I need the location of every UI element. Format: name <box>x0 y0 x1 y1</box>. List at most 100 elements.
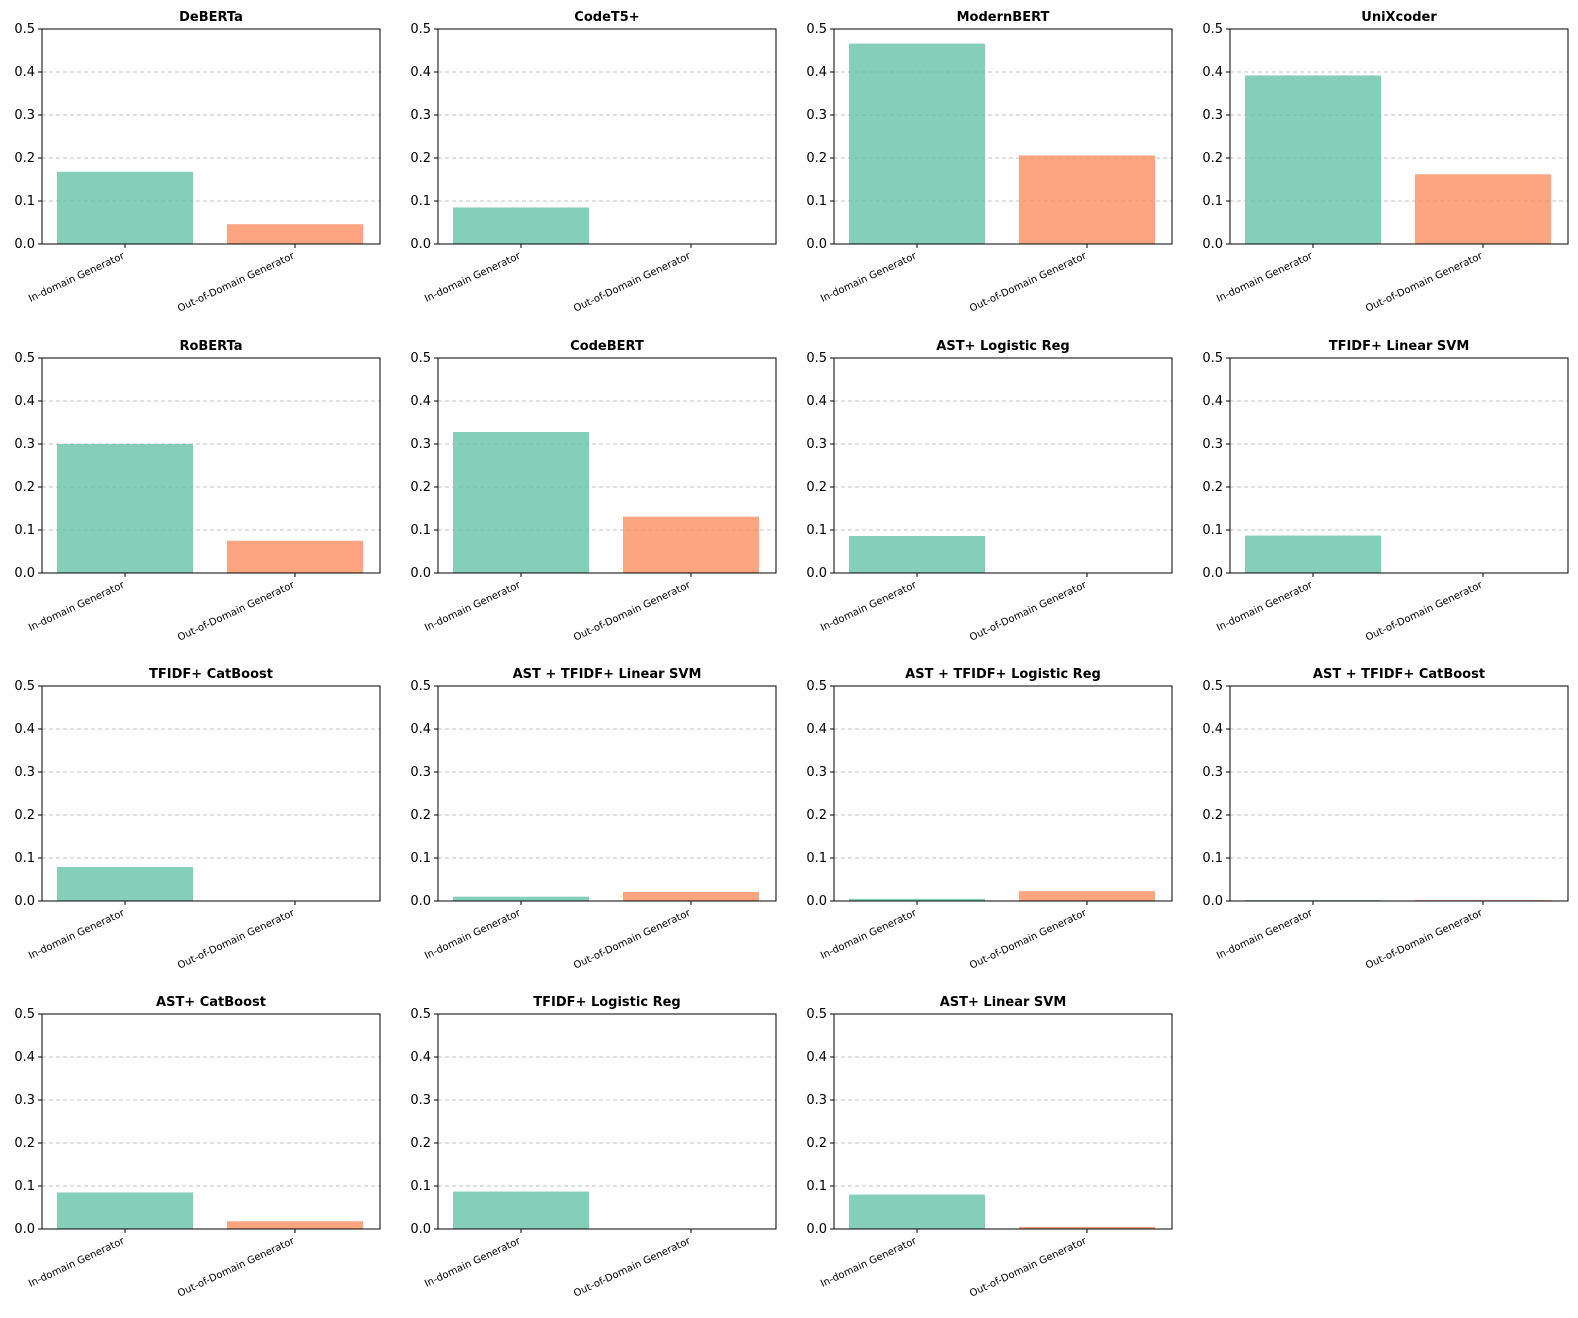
y-tick-label: 0.2 <box>806 808 827 823</box>
bar-out-of-domain <box>1415 174 1551 244</box>
subplot-title: CodeBERT <box>570 339 644 354</box>
x-tick-label: In-domain Generator <box>423 1235 523 1289</box>
y-tick-label: 0.5 <box>410 1007 431 1022</box>
y-tick-label: 0.5 <box>410 679 431 694</box>
x-tick-label: In-domain Generator <box>27 250 127 304</box>
x-tick-label: In-domain Generator <box>819 1235 919 1289</box>
y-tick-label: 0.0 <box>806 1222 827 1237</box>
y-tick-label: 0.2 <box>14 808 35 823</box>
x-tick-label: Out-of-Domain Generator <box>572 579 693 643</box>
subplot-title: AST + TFIDF+ Logistic Reg <box>905 667 1101 682</box>
y-tick-label: 0.1 <box>806 194 827 209</box>
axes-frame <box>41 1013 381 1230</box>
y-tick-label: 0.1 <box>806 851 827 866</box>
x-tick-label: Out-of-Domain Generator <box>572 1235 693 1299</box>
y-tick-label: 0.5 <box>410 351 431 366</box>
x-tick-label: In-domain Generator <box>1215 579 1315 633</box>
bar-in-domain <box>57 867 193 901</box>
y-tick-label: 0.0 <box>14 237 35 252</box>
x-tick-label: In-domain Generator <box>819 907 919 961</box>
y-tick-label: 0.0 <box>806 566 827 581</box>
y-tick-label: 0.3 <box>1202 437 1223 452</box>
y-tick-label: 0.5 <box>1202 351 1223 366</box>
y-tick-label: 0.1 <box>14 523 35 538</box>
y-tick-label: 0.5 <box>806 22 827 37</box>
y-tick-label: 0.0 <box>14 566 35 581</box>
bar-out-of-domain <box>623 891 759 901</box>
subplot-title: CodeT5+ <box>574 10 639 25</box>
y-tick-label: 0.2 <box>806 480 827 495</box>
subplot: TFIDF+ CatBoost 0.0 0.1 0.2 0.3 0.4 0.5 In-doma… <box>14 667 381 972</box>
bar-in-domain <box>453 431 589 573</box>
axes-frame <box>1229 28 1569 245</box>
y-tick-label: 0.4 <box>410 722 431 737</box>
bar-out-of-domain <box>227 224 363 244</box>
y-tick-label: 0.1 <box>1202 523 1223 538</box>
x-tick-label: In-domain Generator <box>423 579 523 633</box>
y-tick-label: 0.5 <box>806 1007 827 1022</box>
x-tick-label: Out-of-Domain Generator <box>572 250 693 314</box>
y-tick-label: 0.2 <box>410 151 431 166</box>
y-tick-label: 0.4 <box>806 394 827 409</box>
y-tick-label: 0.2 <box>14 480 35 495</box>
y-tick-label: 0.4 <box>1202 65 1223 80</box>
bar-out-of-domain <box>227 540 363 573</box>
bar-in-domain <box>57 444 193 573</box>
y-tick-label: 0.0 <box>410 894 431 909</box>
y-tick-label: 0.5 <box>14 22 35 37</box>
x-tick-label: Out-of-Domain Generator <box>1364 250 1485 314</box>
subplot-title: AST+ Logistic Reg <box>936 339 1069 354</box>
subplot: AST + TFIDF+ Logistic Reg 0.0 0.1 0.2 0.3 0.4… <box>806 667 1173 972</box>
y-tick-label: 0.3 <box>14 765 35 780</box>
y-tick-label: 0.4 <box>14 722 35 737</box>
y-tick-label: 0.4 <box>14 394 35 409</box>
bar-in-domain <box>1245 535 1381 573</box>
y-tick-label: 0.4 <box>806 722 827 737</box>
y-tick-label: 0.5 <box>14 679 35 694</box>
y-tick-label: 0.2 <box>806 1136 827 1151</box>
y-tick-label: 0.0 <box>410 237 431 252</box>
subplot: ModernBERT 0.0 0.1 0.2 0.3 0.4 0.5 In-domain Ge… <box>806 10 1173 315</box>
y-tick-label: 0.3 <box>410 108 431 123</box>
y-tick-label: 0.3 <box>14 437 35 452</box>
axes-frame <box>1229 685 1569 902</box>
x-tick-label: Out-of-Domain Generator <box>968 250 1089 314</box>
bar-in-domain <box>57 1192 193 1229</box>
bar-out-of-domain <box>623 516 759 573</box>
subplot-title: RoBERTa <box>179 339 242 354</box>
axes-frame <box>1229 357 1569 574</box>
bar-in-domain <box>849 536 985 573</box>
y-tick-label: 0.0 <box>14 894 35 909</box>
y-tick-label: 0.3 <box>14 1093 35 1108</box>
subplot: TFIDF+ Logistic Reg 0.0 0.1 0.2 0.3 0.4 0.5 In-… <box>410 995 777 1300</box>
axes-frame <box>833 357 1173 574</box>
x-tick-label: In-domain Generator <box>819 579 919 633</box>
y-tick-label: 0.3 <box>806 765 827 780</box>
y-tick-label: 0.1 <box>806 523 827 538</box>
y-tick-label: 0.2 <box>410 808 431 823</box>
subplot-title: TFIDF+ Linear SVM <box>1329 339 1470 354</box>
y-tick-label: 0.2 <box>806 151 827 166</box>
subplot: TFIDF+ Linear SVM 0.0 0.1 0.2 0.3 0.4 0.5 In-do… <box>1202 339 1569 644</box>
y-tick-label: 0.2 <box>410 1136 431 1151</box>
axes-frame <box>833 685 1173 902</box>
bar-in-domain <box>849 43 985 245</box>
y-tick-label: 0.3 <box>806 1093 827 1108</box>
axes-frame <box>41 685 381 902</box>
y-tick-label: 0.0 <box>1202 894 1223 909</box>
x-tick-label: In-domain Generator <box>27 907 127 961</box>
y-tick-label: 0.4 <box>806 1050 827 1065</box>
y-tick-label: 0.3 <box>14 108 35 123</box>
bar-out-of-domain <box>1019 891 1155 901</box>
y-tick-label: 0.4 <box>14 1050 35 1065</box>
axes-frame <box>41 357 381 574</box>
x-tick-label: Out-of-Domain Generator <box>968 1235 1089 1299</box>
x-tick-label: Out-of-Domain Generator <box>968 907 1089 971</box>
y-tick-label: 0.1 <box>1202 194 1223 209</box>
y-tick-label: 0.4 <box>410 1050 431 1065</box>
y-tick-label: 0.0 <box>410 1222 431 1237</box>
y-tick-label: 0.1 <box>410 523 431 538</box>
y-tick-label: 0.3 <box>1202 765 1223 780</box>
x-tick-label: In-domain Generator <box>27 579 127 633</box>
y-tick-label: 0.4 <box>410 65 431 80</box>
